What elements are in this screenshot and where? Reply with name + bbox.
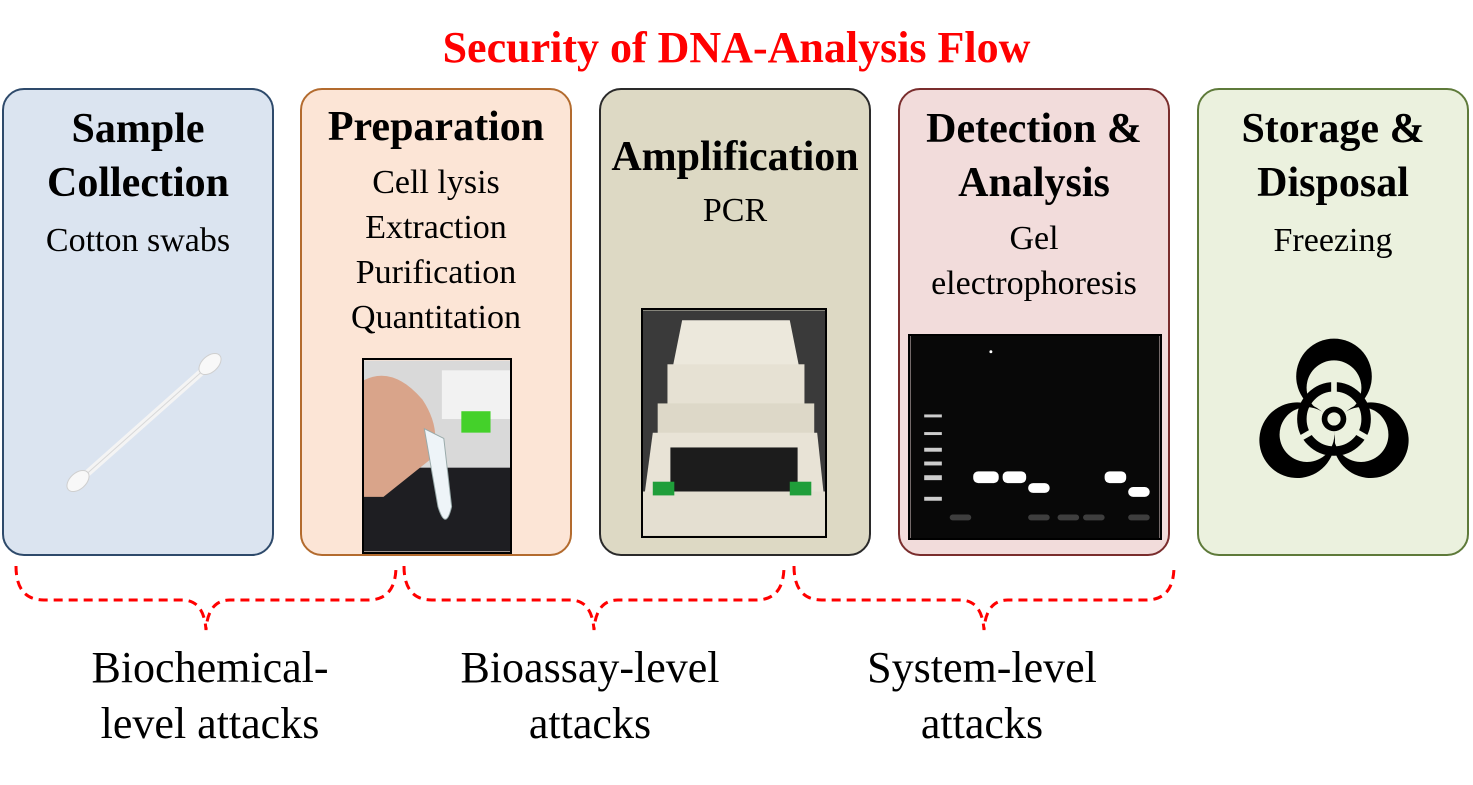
stage-title: Detection & Analysis: [926, 106, 1142, 206]
stage-detail: Freezing: [1273, 222, 1393, 259]
pcr-machine-photo: [641, 308, 827, 538]
bracket-bioassay: [402, 565, 786, 631]
stage-title: Sample Collection: [47, 106, 229, 206]
stage-detail: Gel electrophoresis: [931, 220, 1137, 302]
attack-label-bioassay: Bioassay-level attacks: [460, 643, 720, 748]
stage-detail: Cotton swabs: [45, 222, 231, 259]
cotton-swab-icon: [66, 352, 222, 493]
diagram-title: Security of DNA-Analysis Flow: [442, 23, 1031, 72]
biohazard-icon: [1259, 338, 1409, 479]
stage-preparation: Preparation Cell lysis Extraction Purifi…: [300, 88, 572, 556]
stage-storage-disposal: Storage & Disposal Freezing: [1197, 88, 1469, 556]
stage-detection-analysis: Detection & Analysis Gel electrophoresis: [898, 88, 1170, 556]
bracket-system: [792, 565, 1176, 631]
gel-photo: [908, 334, 1162, 540]
tube-photo: [362, 358, 512, 554]
attack-label-biochemical: Biochemical- level attacks: [91, 643, 329, 748]
stage-amplification: Amplification PCR: [599, 88, 871, 556]
stage-title: Storage & Disposal: [1241, 106, 1425, 206]
stage-detail: Cell lysis Extraction Purification Quant…: [351, 164, 521, 336]
stage-title: Amplification: [611, 134, 859, 180]
attack-label-system: System-level attacks: [867, 643, 1097, 748]
stage-title: Preparation: [327, 104, 545, 150]
stage-sample-collection: Sample Collection Cotton swabs: [2, 88, 274, 556]
stage-detail: PCR: [702, 192, 768, 229]
bracket-biochemical: [14, 565, 398, 631]
